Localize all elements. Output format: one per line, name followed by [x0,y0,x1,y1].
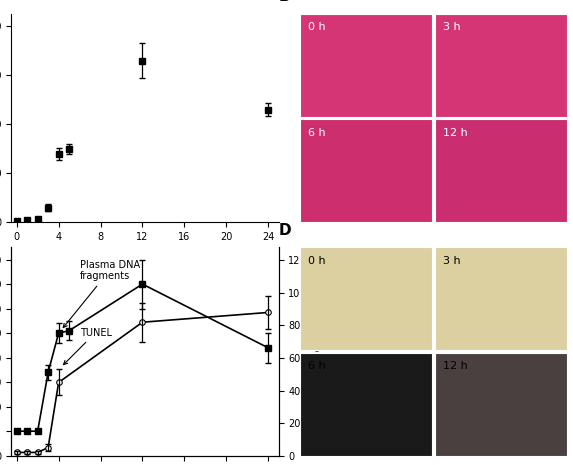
Y-axis label: TUNEL positive/HPF: TUNEL positive/HPF [311,304,321,399]
Text: 3 h: 3 h [443,256,461,266]
Bar [300,14,432,117]
Bar [300,352,432,456]
Bar [435,352,567,456]
X-axis label: Time (h): Time (h) [121,247,168,258]
Text: 12 h: 12 h [443,127,468,138]
Text: TUNEL: TUNEL [64,327,112,365]
Text: 0 h: 0 h [308,22,325,32]
Text: 0 h: 0 h [308,256,325,266]
Text: 6 h: 6 h [308,361,325,371]
Text: 3 h: 3 h [443,22,461,32]
Bar [435,14,567,117]
Bar [300,247,432,351]
Bar [300,119,432,222]
Bar [435,247,567,351]
Text: B: B [278,0,291,5]
Text: 6 h: 6 h [308,127,325,138]
Text: 12 h: 12 h [443,361,468,371]
Bar [435,119,567,222]
Text: D: D [278,223,291,238]
Text: Plasma DNA
fragments: Plasma DNA fragments [63,259,140,327]
